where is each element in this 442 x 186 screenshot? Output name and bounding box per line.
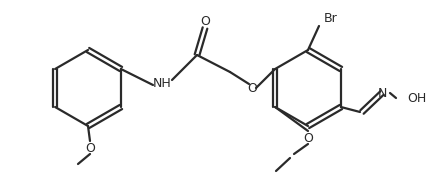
Text: Br: Br <box>324 12 338 25</box>
Text: NH: NH <box>152 76 171 89</box>
Text: O: O <box>303 132 313 145</box>
Text: O: O <box>85 142 95 155</box>
Text: OH: OH <box>407 92 426 105</box>
Text: O: O <box>247 81 257 94</box>
Text: N: N <box>377 86 387 100</box>
Text: O: O <box>200 15 210 28</box>
